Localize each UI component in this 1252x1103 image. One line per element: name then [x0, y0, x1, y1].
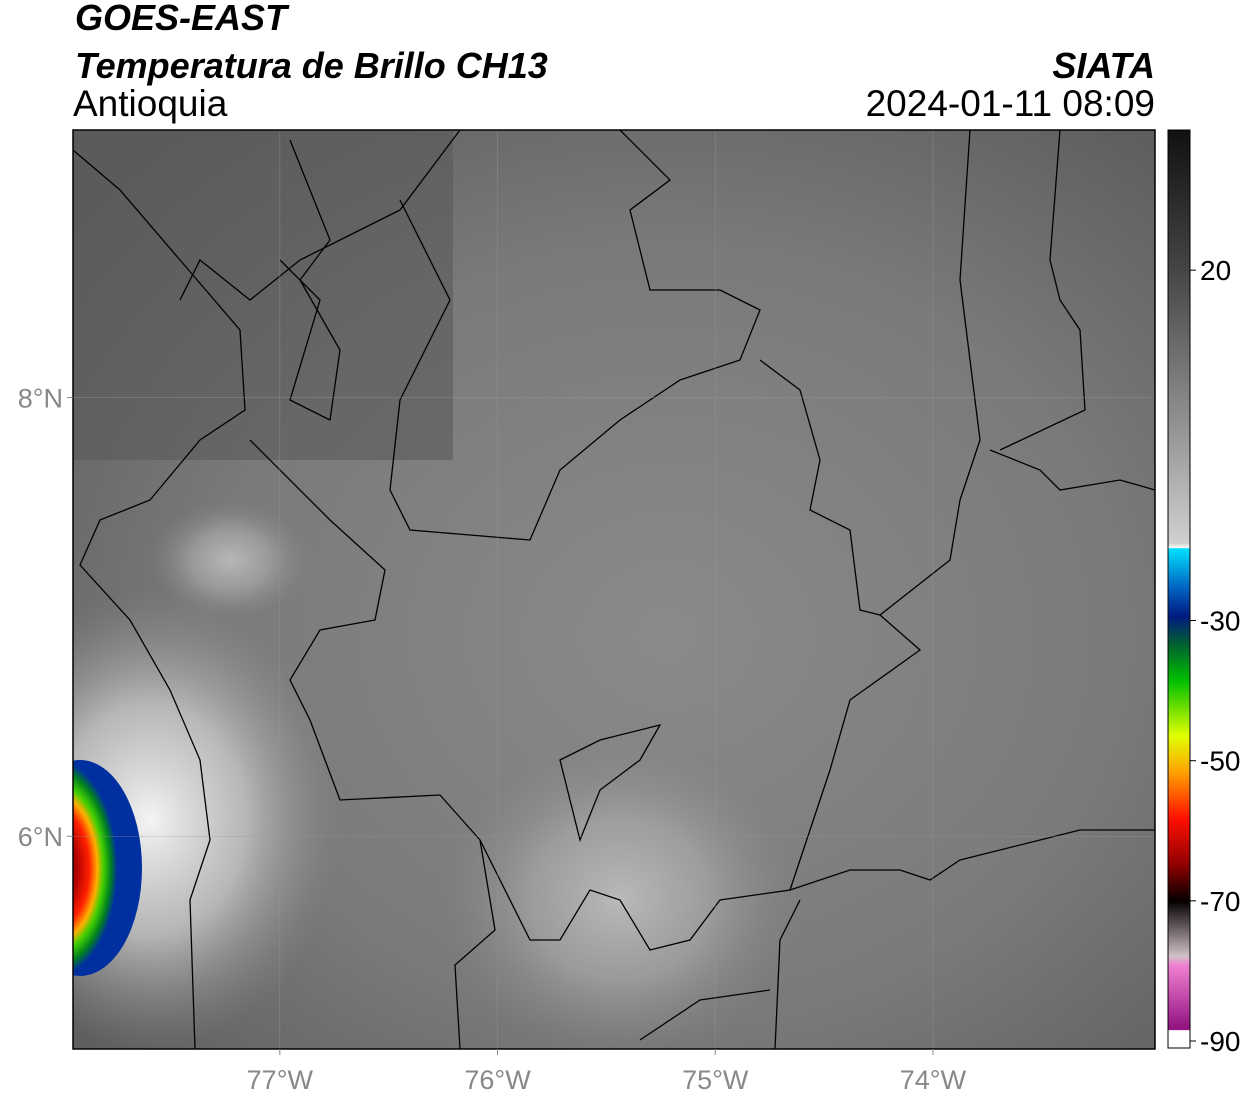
map-image [73, 130, 1155, 1049]
map-bright [150, 500, 310, 620]
map-dark [73, 130, 453, 460]
x-tick-label: 77°W [247, 1065, 314, 1095]
colorbar-label: 20 [1200, 255, 1231, 286]
y-tick-label: 8°N [18, 384, 63, 414]
colorbar [1167, 129, 1191, 1049]
title: GOES-EAST [75, 0, 290, 38]
subtitle: Temperatura de Brillo CH13 [75, 45, 548, 86]
storm [73, 760, 142, 976]
y-tick-label: 6°N [18, 822, 63, 852]
region: Antioquia [73, 83, 228, 124]
x-tick-label: 74°W [900, 1065, 967, 1095]
colorbar-label: -50 [1200, 746, 1240, 777]
x-tick-label: 75°W [682, 1065, 749, 1095]
map-frame [72, 129, 1156, 1050]
timestamp: 2024-01-11 08:09 [866, 83, 1155, 124]
map-bright [73, 590, 340, 1049]
grid [73, 130, 1155, 1049]
borders [73, 130, 1155, 1049]
agency: SIATA [1052, 45, 1155, 86]
map-bright [440, 740, 800, 1049]
colorbar-label: -90 [1200, 1026, 1240, 1057]
colorbar-label: -70 [1200, 886, 1240, 917]
colorbar-label: -30 [1200, 606, 1240, 637]
x-tick-label: 76°W [464, 1065, 531, 1095]
